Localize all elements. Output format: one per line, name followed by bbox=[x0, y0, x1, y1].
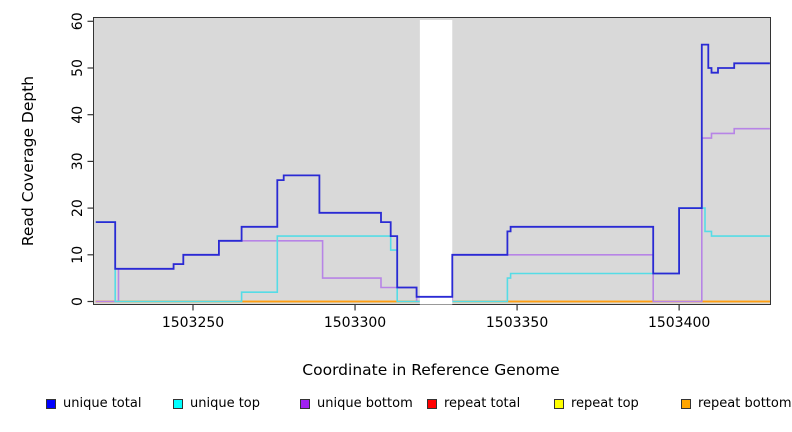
y-tick-label: 50 bbox=[70, 59, 86, 77]
legend-item-repeat-total: repeat total bbox=[427, 396, 520, 411]
legend-swatch-repeat-total bbox=[427, 398, 437, 409]
legend-item-unique-bottom: unique bottom bbox=[300, 396, 413, 411]
legend-label: repeat total bbox=[444, 396, 521, 411]
series-unique-total bbox=[95, 43, 770, 298]
legend-swatch-unique-bottom bbox=[300, 398, 310, 409]
axes-layer: 1503250 1503300 1503350 1503400 0 10 20 30 40 50 6… bbox=[70, 12, 710, 331]
legend-item-repeat-top: repeat top bbox=[554, 396, 639, 411]
y-tick-label: 0 bbox=[70, 297, 86, 306]
legend-item-unique-total: unique total bbox=[46, 396, 141, 411]
legend-swatch-unique-total bbox=[46, 398, 56, 409]
series-layer bbox=[95, 20, 770, 305]
legend: unique total unique top unique bottom repea… bbox=[0, 396, 792, 416]
y-tick-label: 40 bbox=[70, 106, 86, 124]
legend-swatch-repeat-top bbox=[554, 398, 564, 409]
series-unique-top bbox=[95, 207, 770, 303]
legend-item-repeat-bottom: repeat bottom bbox=[681, 396, 792, 411]
legend-label: repeat bottom bbox=[698, 396, 792, 411]
x-tick-label: 1503350 bbox=[486, 315, 548, 331]
legend-label: unique total bbox=[63, 396, 142, 411]
masked-region bbox=[419, 20, 453, 305]
legend-label: unique top bbox=[190, 396, 261, 411]
x-tick-label: 1503250 bbox=[162, 315, 224, 331]
y-tick-label: 10 bbox=[70, 246, 86, 264]
x-tick-label: 1503300 bbox=[324, 315, 386, 331]
legend-item-unique-top: unique top bbox=[173, 396, 260, 411]
y-tick-label: 20 bbox=[70, 199, 86, 217]
y-tick-label: 60 bbox=[70, 12, 86, 30]
legend-label: repeat top bbox=[571, 396, 639, 411]
legend-swatch-repeat-bottom bbox=[681, 398, 691, 409]
x-tick-label: 1503400 bbox=[648, 315, 710, 331]
legend-label: unique bottom bbox=[317, 396, 413, 411]
legend-swatch-unique-top bbox=[173, 398, 183, 409]
y-tick-label: 30 bbox=[70, 152, 86, 170]
x-axis-title: Coordinate in Reference Genome bbox=[302, 361, 559, 379]
y-axis-title: Read Coverage Depth bbox=[19, 76, 37, 246]
